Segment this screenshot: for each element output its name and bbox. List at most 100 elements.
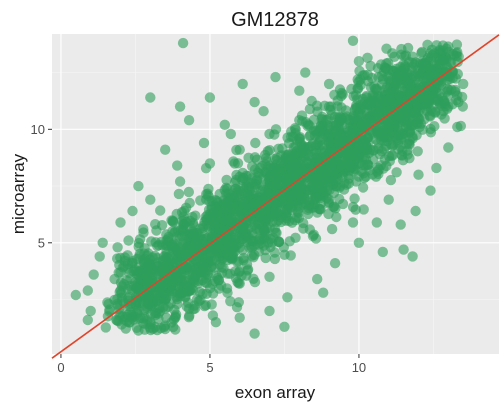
data-point (439, 113, 450, 124)
data-point (280, 154, 291, 166)
data-point (243, 170, 254, 182)
data-point (350, 204, 361, 215)
data-point (328, 187, 340, 199)
data-point (222, 183, 233, 195)
data-point (353, 76, 364, 88)
data-point (379, 84, 390, 96)
data-point (271, 152, 283, 164)
data-point (133, 180, 144, 192)
data-point (450, 73, 461, 84)
data-point (343, 159, 355, 170)
data-point (140, 293, 151, 304)
data-point (299, 193, 310, 205)
data-point (424, 70, 435, 81)
data-point (455, 120, 466, 132)
y-tick-label: 10 (31, 122, 45, 137)
data-point (323, 78, 335, 90)
data-point (125, 273, 136, 284)
data-point (281, 173, 292, 184)
data-point (308, 114, 320, 126)
data-point (160, 144, 171, 155)
data-point (451, 39, 463, 50)
data-point (303, 157, 315, 168)
data-point (218, 213, 229, 224)
data-point (85, 305, 96, 317)
data-point (362, 131, 373, 142)
data-point (260, 252, 271, 264)
data-point (318, 114, 329, 126)
data-point (155, 205, 166, 216)
data-point (419, 86, 430, 97)
y-axis-ticks: 5 10 (31, 122, 52, 250)
data-point (270, 71, 281, 83)
data-point (357, 159, 368, 171)
data-point (203, 183, 214, 195)
data-point (234, 171, 245, 182)
data-point (209, 220, 221, 232)
data-point (199, 258, 210, 269)
data-point (112, 242, 123, 253)
data-point (198, 137, 210, 149)
data-point (82, 285, 94, 296)
data-point (146, 236, 157, 247)
data-point (273, 236, 285, 248)
data-point (174, 176, 186, 187)
data-point (282, 292, 293, 303)
data-point (231, 144, 242, 156)
data-point (152, 295, 163, 307)
data-point (199, 300, 210, 312)
x-tick-label: 10 (352, 360, 366, 375)
data-point (145, 194, 156, 205)
data-point (247, 230, 258, 241)
data-point (201, 277, 212, 289)
data-point (178, 286, 189, 298)
data-point (104, 304, 115, 315)
data-point (170, 324, 181, 335)
data-point (271, 174, 283, 185)
data-point (152, 252, 163, 264)
data-point (94, 251, 105, 262)
data-point (389, 51, 400, 62)
data-point (372, 162, 383, 173)
data-point (336, 90, 347, 102)
data-point (294, 85, 305, 96)
data-point (443, 142, 454, 153)
data-point (347, 35, 359, 46)
data-point (201, 194, 212, 205)
data-point (192, 241, 203, 252)
data-point (242, 264, 254, 275)
data-point (331, 211, 342, 223)
data-point (222, 287, 233, 298)
x-axis-title: exon array (235, 383, 316, 402)
data-point (225, 128, 236, 140)
data-point (440, 100, 451, 112)
data-point (404, 125, 415, 136)
data-point (358, 204, 369, 215)
data-point (304, 224, 315, 235)
data-point (353, 56, 365, 67)
data-point (238, 201, 249, 213)
data-point (158, 259, 170, 270)
data-point (123, 235, 134, 246)
data-point (372, 62, 384, 74)
data-point (288, 142, 299, 153)
data-point (200, 163, 212, 174)
data-point (398, 244, 409, 255)
x-axis-ticks: 0 5 10 (57, 354, 366, 375)
chart-title: GM12878 (231, 9, 319, 31)
data-point (372, 128, 384, 139)
data-point (308, 125, 320, 136)
data-point (157, 281, 168, 292)
data-point (247, 161, 258, 172)
data-point (258, 106, 269, 117)
data-point (210, 245, 221, 256)
data-point (357, 182, 369, 193)
data-point (117, 295, 128, 306)
data-point (437, 45, 449, 56)
data-point (410, 106, 422, 118)
data-point (138, 227, 149, 238)
data-point (309, 201, 320, 213)
scatter-points (70, 35, 469, 339)
data-point (262, 169, 273, 180)
